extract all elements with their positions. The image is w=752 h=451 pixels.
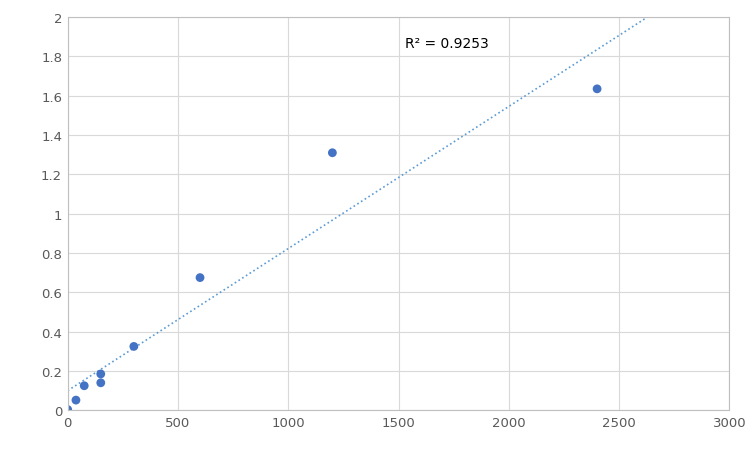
Point [128,343,140,350]
Point [62,406,74,413]
Point [78,382,90,390]
Point [591,86,603,93]
Point [95,379,107,387]
Text: R² = 0.9253: R² = 0.9253 [405,37,489,51]
Point [70,396,82,404]
Point [194,274,206,281]
Point [95,371,107,378]
Point [326,150,338,157]
